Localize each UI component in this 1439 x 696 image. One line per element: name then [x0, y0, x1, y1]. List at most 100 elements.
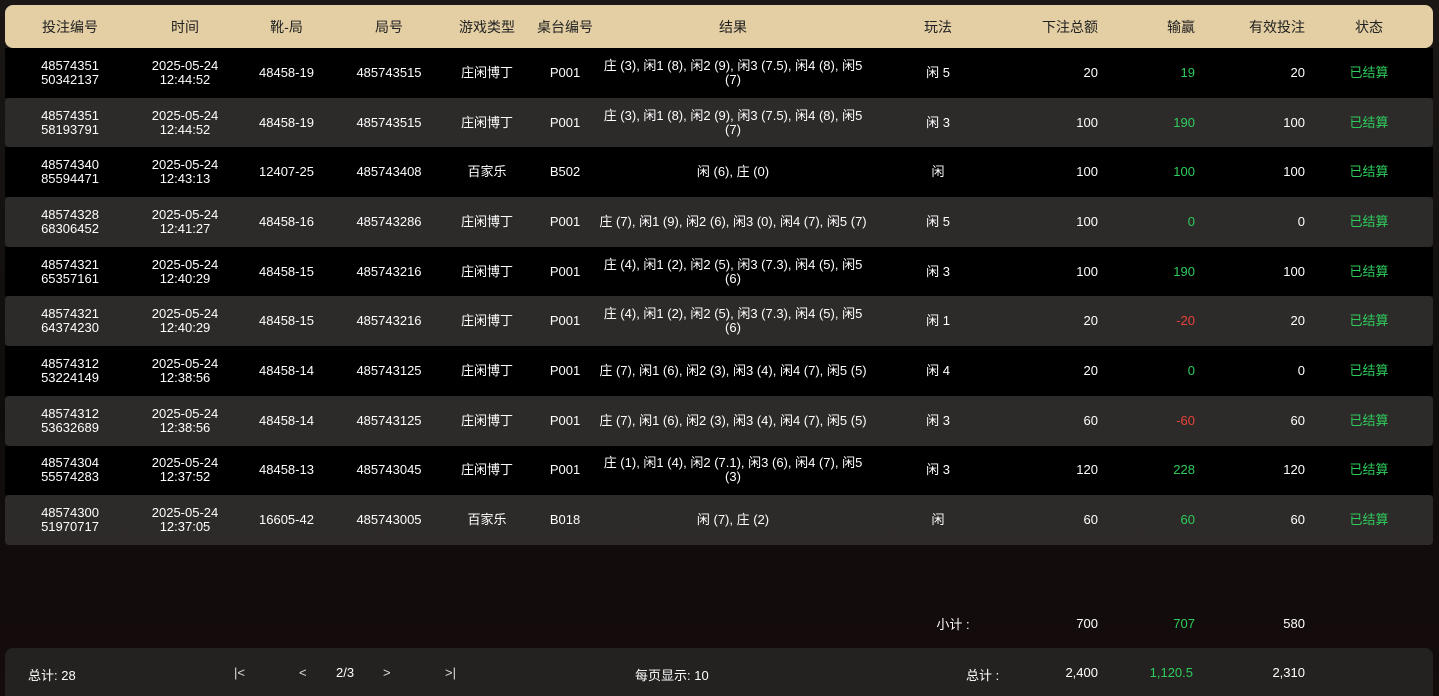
subtotal-bet: 700: [1076, 616, 1098, 631]
play-type: 闲 5: [926, 213, 950, 229]
total-count: 总计: 28: [28, 668, 76, 683]
bet-clock: 12:40:29: [159, 320, 211, 336]
bet-date: 2025-05-24: [151, 256, 219, 272]
win-loss: 60: [1180, 512, 1195, 528]
game-type: 百家乐: [467, 164, 507, 180]
bet-id: 48574312 53224149: [5, 355, 135, 385]
bet-id: 48574321 65357161: [5, 257, 135, 286]
valid-bet: 0: [1297, 213, 1305, 229]
bet-id-part: 48574340: [41, 157, 99, 173]
game-type: 庄闲博丁: [460, 263, 513, 279]
column-header: 下注总额: [1042, 18, 1098, 35]
bet-id-part: 64374230: [41, 320, 99, 336]
shoe-round: 48458-19: [259, 64, 314, 80]
game-type: 百家乐: [467, 512, 507, 528]
next-page-button[interactable]: >: [383, 665, 391, 680]
table-row[interactable]: 48574328 68306452 2025-05-24 12:41:27 48458-…: [5, 197, 1433, 247]
table-row[interactable]: 48574300 51970717 2025-05-24 12:37:05 16605-…: [5, 495, 1433, 545]
round-number: 485743286: [356, 213, 422, 229]
result: 庄 (7), 闲1 (9), 闲2 (6), 闲3 (0), 闲4 (7), 闲…: [599, 213, 867, 229]
shoe-round: 48458-16: [259, 213, 314, 229]
win-loss: -20: [1176, 313, 1195, 329]
bet-date: 2025-05-24: [151, 157, 219, 173]
table-row[interactable]: 48574312 53224149 2025-05-24 12:38:56 48458-…: [5, 346, 1433, 396]
table-row[interactable]: 48574321 65357161 2025-05-24 12:40:29 48458-…: [5, 246, 1433, 297]
bet-id: 48574312 53632689: [5, 406, 135, 435]
table-row[interactable]: 48574351 58193791 2025-05-24 12:44:52 48458-…: [5, 97, 1433, 148]
win-loss: -60: [1176, 412, 1195, 428]
result: 庄 (7), 闲1 (6), 闲2 (3), 闲3 (4), 闲4 (7), 闲…: [599, 412, 867, 428]
table-row[interactable]: 48574312 53632689 2025-05-24 12:38:56 48458-…: [5, 395, 1433, 446]
table-code: P001: [549, 313, 581, 329]
round-number: 485743515: [356, 114, 422, 130]
win-loss: 190: [1173, 114, 1195, 130]
table-code: P001: [549, 462, 581, 478]
shoe-round: 16605-42: [259, 512, 314, 528]
result: 庄 (4), 闲1 (2), 闲2 (5), 闲3 (7.3), 闲4 (5),…: [603, 306, 863, 336]
bet-id-part: 68306452: [41, 220, 99, 236]
bet-id-part: 48574312: [41, 355, 99, 371]
result: 庄 (1), 闲1 (4), 闲2 (7.1), 闲3 (6), 闲4 (7),…: [603, 455, 863, 485]
status-badge: 已结算: [1349, 263, 1389, 279]
shoe-round: 48458-15: [259, 313, 314, 329]
play-type: 闲 3: [926, 412, 950, 428]
result: 庄 (4), 闲1 (2), 闲2 (5), 闲3 (7.3), 闲4 (5),…: [603, 256, 863, 286]
round-number: 485743216: [356, 313, 422, 329]
valid-bet: 120: [1283, 462, 1305, 478]
game-type: 庄闲博丁: [460, 412, 513, 428]
bet-time: 2025-05-24 12:37:05: [135, 506, 235, 534]
bet-date: 2025-05-24: [151, 57, 219, 73]
bet-clock: 12:37:05: [159, 519, 211, 535]
valid-bet: 0: [1297, 362, 1305, 378]
last-page-button[interactable]: >|: [445, 665, 456, 680]
shoe-round: 48458-15: [259, 263, 314, 279]
bet-amount: 100: [1076, 263, 1098, 279]
bet-amount: 60: [1083, 512, 1098, 528]
bet-id: 48574351 58193791: [5, 107, 135, 137]
bet-id: 48574304 55574283: [5, 456, 135, 484]
play-type: 闲: [931, 512, 945, 528]
bet-date: 2025-05-24: [151, 306, 219, 322]
column-header: 输赢: [1167, 18, 1195, 35]
bet-time: 2025-05-24 12:38:56: [135, 405, 235, 435]
bet-id-part: 48574351: [41, 107, 99, 123]
table-row[interactable]: 48574340 85594471 2025-05-24 12:43:13 12407-…: [5, 147, 1433, 198]
table-row[interactable]: 48574321 64374230 2025-05-24 12:40:29 48458-…: [5, 296, 1433, 347]
prev-page-button[interactable]: <: [299, 665, 307, 680]
bet-id-part: 85594471: [41, 171, 99, 187]
game-type: 庄闲博丁: [460, 362, 513, 378]
game-type: 庄闲博丁: [460, 64, 513, 80]
bet-amount: 100: [1076, 213, 1098, 229]
status-badge: 已结算: [1349, 213, 1389, 229]
bet-id-part: 48574300: [41, 505, 99, 521]
bet-clock: 12:40:29: [159, 270, 211, 286]
bet-time: 2025-05-24 12:38:56: [135, 356, 235, 385]
page-indicator: 2/3: [336, 665, 355, 680]
game-type: 庄闲博丁: [460, 213, 513, 229]
table-row[interactable]: 48574304 55574283 2025-05-24 12:37:52 48458-…: [5, 445, 1433, 496]
bet-time: 2025-05-24 12:40:29: [135, 256, 235, 286]
shoe-round: 12407-25: [259, 164, 314, 180]
bet-id: 48574328 68306452: [5, 207, 135, 236]
bet-id-part: 53632689: [41, 419, 99, 435]
result: 闲 (6), 庄 (0): [696, 164, 770, 180]
per-page-select[interactable]: 每页显示: 10: [635, 668, 709, 683]
total-bet: 2,400: [1065, 665, 1098, 680]
game-type: 庄闲博丁: [460, 462, 513, 478]
column-header: 游戏类型: [459, 18, 515, 35]
bet-id-part: 58193791: [41, 121, 99, 137]
win-loss: 190: [1173, 263, 1195, 279]
win-loss: 0: [1187, 213, 1195, 229]
win-loss: 0: [1187, 362, 1195, 378]
valid-bet: 60: [1290, 512, 1305, 528]
bet-clock: 12:43:13: [159, 171, 211, 187]
round-number: 485743515: [356, 64, 422, 80]
bet-time: 2025-05-24 12:44:52: [135, 57, 235, 87]
bet-date: 2025-05-24: [151, 405, 219, 421]
total-valid: 2,310: [1272, 665, 1305, 680]
table-code: B018: [549, 512, 581, 528]
win-loss: 100: [1173, 164, 1195, 180]
first-page-button[interactable]: |<: [234, 665, 245, 680]
table-row[interactable]: 48574351 50342137 2025-05-24 12:44:52 48458-…: [5, 48, 1433, 98]
round-number: 485743125: [356, 362, 422, 378]
